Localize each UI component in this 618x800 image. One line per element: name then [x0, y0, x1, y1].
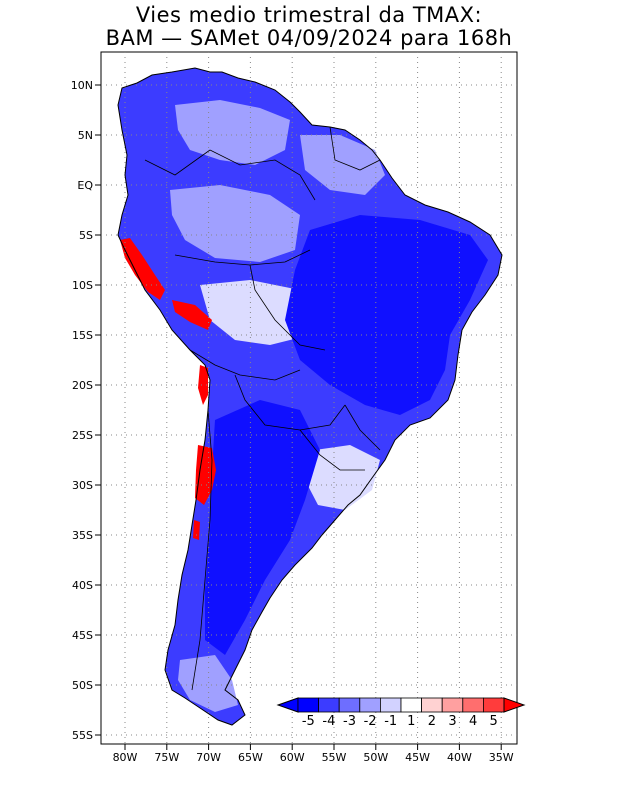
colorbar-swatch: [297, 697, 320, 713]
lat-lon-grid: [101, 52, 517, 744]
colorbar-label: -1: [384, 714, 397, 729]
map-title-line2: BAM — SAMet 04/09/2024 para 168h: [105, 26, 513, 50]
lon-tick-label: 45W: [405, 751, 430, 764]
lat-tick-label: 5N: [78, 129, 93, 142]
lat-tick-label: 30S: [72, 479, 93, 492]
colorbar-swatch: [338, 697, 361, 713]
lat-tick-label: 20S: [72, 379, 93, 392]
colorbar-over-arrow: [503, 697, 526, 713]
lat-tick-label: 10N: [71, 79, 93, 92]
colorbar-label: 3: [448, 714, 456, 729]
deep-negative-patch-brazil: [285, 215, 488, 415]
latitude-labels: 10N 5N EQ 5S 10S 15S 20S 25S 30S 35S 40S 45S 50S 55S: [71, 79, 101, 742]
lon-tick-label: 65W: [238, 751, 263, 764]
positive-bias-andes-south-peru: [172, 300, 212, 330]
colorbar: -5 -4 -3 -2 -1 1 2 3 4 5: [276, 697, 526, 729]
longitude-labels: 80W 75W 70W 65W 60W 55W 50W 45W 40W 35W: [113, 744, 514, 764]
colorbar-swatch: [400, 697, 423, 713]
lat-tick-label: 45S: [72, 629, 93, 642]
colorbar-swatch: [441, 697, 464, 713]
lat-tick-label: 15S: [72, 329, 93, 342]
lon-tick-label: 50W: [363, 751, 388, 764]
colorbar-label: 5: [490, 714, 498, 729]
lon-tick-label: 40W: [447, 751, 472, 764]
lon-tick-label: 60W: [280, 751, 305, 764]
lon-tick-label: 55W: [322, 751, 347, 764]
lon-tick-label: 80W: [113, 751, 138, 764]
weak-bias-patch-patagonia: [178, 655, 238, 712]
colorbar-label: 2: [428, 714, 436, 729]
lon-tick-label: 70W: [196, 751, 221, 764]
colorbar-label: 4: [469, 714, 477, 729]
colorbar-label: -5: [302, 714, 315, 729]
weak-bias-patch-north: [175, 100, 290, 165]
lat-tick-label: 55S: [72, 729, 93, 742]
positive-bias-central-chile: [193, 520, 200, 540]
colorbar-swatch: [359, 697, 381, 713]
lon-tick-label: 35W: [489, 751, 514, 764]
lat-tick-label: 10S: [72, 279, 93, 292]
colorbar-swatch: [482, 697, 505, 713]
coastline: [117, 67, 503, 726]
colorbar-label: 1: [407, 714, 415, 729]
weak-bias-patch-amazon-west: [170, 185, 300, 262]
lat-tick-label: 40S: [72, 579, 93, 592]
colorbar-swatch: [379, 697, 402, 713]
colorbar-label: -4: [322, 714, 335, 729]
colorbar-swatch: [421, 697, 443, 713]
deep-negative-patch-argentina: [205, 400, 320, 655]
positive-bias-andes-peru: [120, 238, 165, 300]
lat-tick-label: 5S: [79, 229, 93, 242]
lat-tick-label: 50S: [72, 679, 93, 692]
colorbar-label: -3: [343, 714, 356, 729]
positive-bias-atacama: [198, 365, 208, 405]
map-title-line1: Vies medio trimestral da TMAX:: [135, 3, 483, 27]
lon-tick-label: 75W: [154, 751, 179, 764]
country-borders: [144, 126, 381, 691]
colorbar-label: -2: [364, 714, 377, 729]
colorbar-swatch: [462, 697, 484, 713]
lat-tick-label: EQ: [77, 179, 93, 192]
weak-bias-patch-guianas: [300, 135, 385, 195]
lat-tick-label: 35S: [72, 529, 93, 542]
lat-tick-label: 25S: [72, 429, 93, 442]
colorbar-swatch: [318, 697, 340, 713]
